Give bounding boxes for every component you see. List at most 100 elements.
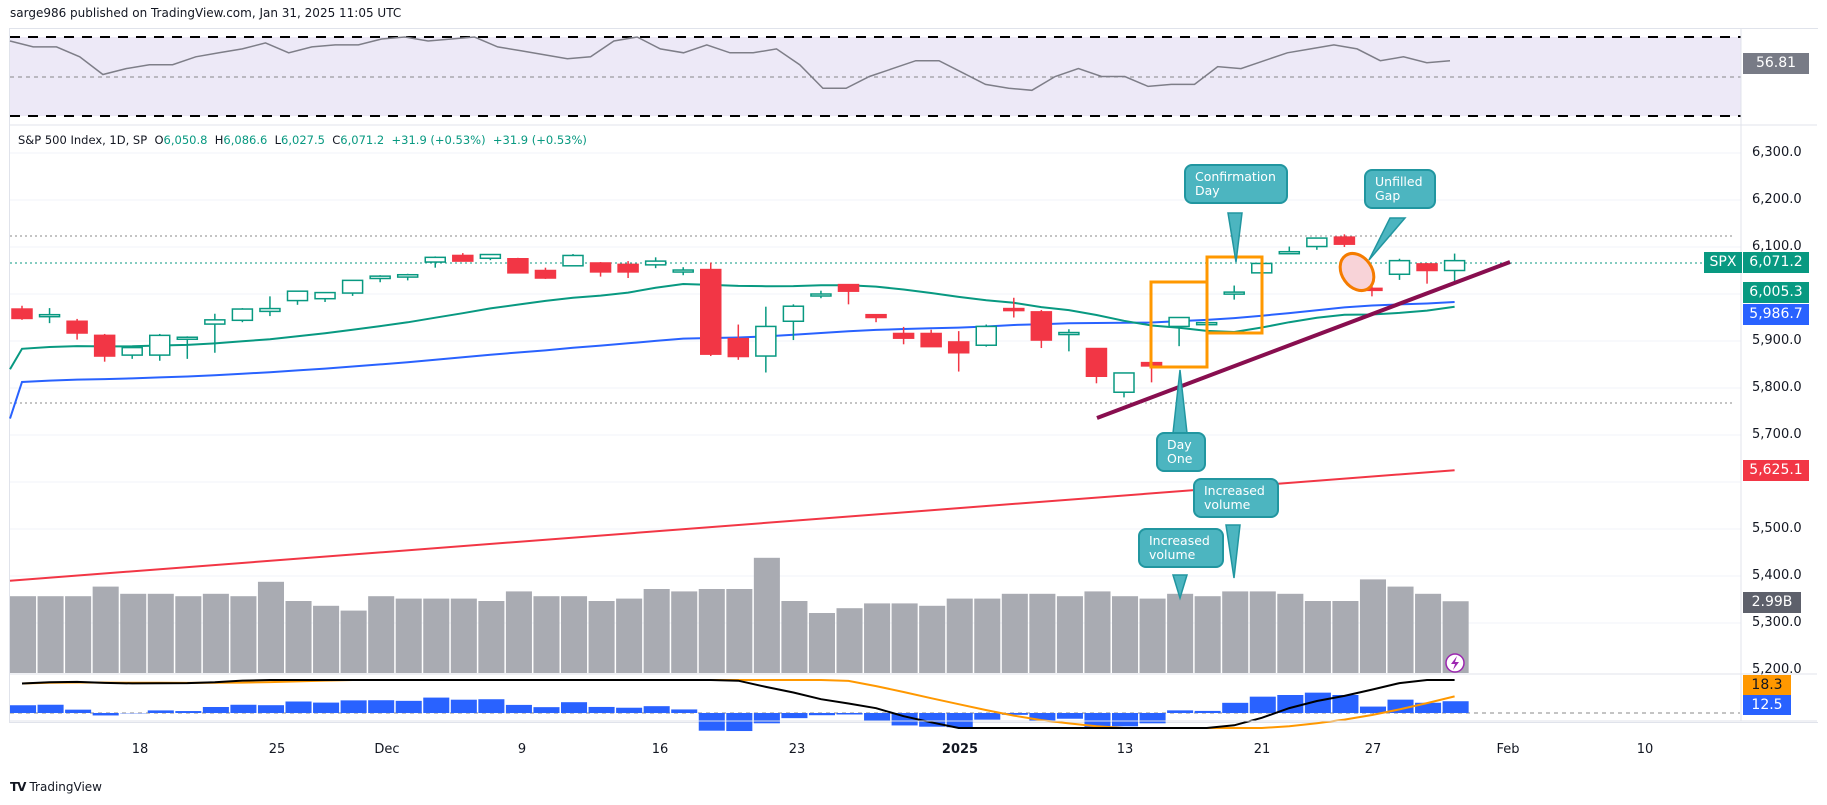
volume-bar <box>1387 586 1414 673</box>
candle-body <box>1416 263 1438 272</box>
volume-bar <box>974 598 1001 673</box>
volume-bar <box>808 613 835 673</box>
macd-histogram-bar <box>1167 710 1194 713</box>
last-price-tag: 6,071.2 <box>1743 252 1809 273</box>
candle-body <box>947 341 970 354</box>
rsi-line <box>9 36 1451 92</box>
macd-histogram-bar <box>671 709 698 713</box>
volume-bar <box>37 596 64 673</box>
x-tick-label: 13 <box>1116 742 1134 757</box>
candle <box>507 257 529 274</box>
candle <box>1306 237 1328 250</box>
candle-body <box>1085 347 1108 377</box>
brand-name: TradingView <box>29 780 102 794</box>
candle-body <box>66 320 88 334</box>
macd-histogram-bar <box>891 713 918 726</box>
macd-histogram-bar <box>313 702 340 713</box>
confirmation-day-callout[interactable]: Confirmation Day <box>1184 164 1288 204</box>
macd-histogram-bar <box>1112 713 1139 727</box>
unfilled-gap-callout[interactable]: Unfilled Gap <box>1364 169 1436 209</box>
macd-histogram-bar <box>285 701 312 713</box>
x-tick-label: 10 <box>1636 742 1654 757</box>
macd-histogram-bar <box>478 699 505 713</box>
x-tick-label: 23 <box>788 742 806 757</box>
candle-body <box>121 346 143 356</box>
candle-body <box>424 256 446 263</box>
candle-body <box>231 308 254 322</box>
candle <box>644 257 667 269</box>
trendline[interactable] <box>1096 260 1511 420</box>
macd-histogram-bar <box>1415 702 1442 713</box>
rsi-value-tag: 56.81 <box>1743 53 1809 74</box>
high-value: 6,086.6 <box>223 133 268 147</box>
volume-bar <box>1222 591 1249 673</box>
y-tick-label: 5,300.0 <box>1752 615 1802 630</box>
rsi-panel <box>9 36 1741 117</box>
lightning-event-icon[interactable] <box>1445 653 1465 673</box>
candle <box>1416 262 1438 284</box>
candle <box>755 306 777 373</box>
candle <box>396 273 419 281</box>
volume-bar <box>257 581 284 673</box>
change-value-2: +31.9 (+0.53%) <box>492 133 587 147</box>
increased-volume-callout-1[interactable]: Increased volume <box>1138 528 1224 568</box>
volume-callout-1-pointer <box>1171 574 1189 601</box>
volume-bar <box>864 603 891 673</box>
candle-body <box>204 319 226 325</box>
macd-histogram-bar <box>1001 713 1028 715</box>
candle <box>534 267 557 279</box>
day-one-callout[interactable]: Day One <box>1156 432 1206 472</box>
volume-bar <box>340 610 367 673</box>
candle <box>259 296 281 317</box>
candle <box>947 331 970 372</box>
candle-body <box>534 269 557 279</box>
macd-histogram-bar <box>1029 713 1056 722</box>
candle-body <box>865 313 887 319</box>
candle-body <box>617 263 639 273</box>
x-tick-label: 16 <box>651 742 669 757</box>
y-tick-label: 5,400.0 <box>1752 568 1802 583</box>
x-tick-label: 21 <box>1253 742 1271 757</box>
volume-bar <box>313 605 340 673</box>
candle <box>1113 372 1135 398</box>
macd-histogram-bar <box>1194 710 1221 713</box>
candle-body <box>369 275 391 280</box>
candle <box>121 345 143 359</box>
volume-bar <box>10 596 37 673</box>
volume-bar <box>1277 593 1304 673</box>
candle-body <box>782 305 805 323</box>
macd-histogram-bar <box>340 700 367 713</box>
candle <box>892 326 915 345</box>
candle-body <box>700 268 722 355</box>
candle-body <box>341 279 364 294</box>
volume-bar <box>588 601 615 673</box>
macd-histogram-bar <box>65 709 92 713</box>
candle-body <box>1333 236 1356 245</box>
candle <box>1058 329 1080 352</box>
increased-volume-callout-2[interactable]: Increased volume <box>1193 478 1279 518</box>
macd-histogram-bar <box>1277 694 1304 713</box>
candle <box>314 291 336 302</box>
candle-body <box>1223 291 1245 295</box>
low-value: 6,027.5 <box>281 133 325 147</box>
open-value: 6,050.8 <box>163 133 208 147</box>
volume-bar <box>643 589 670 673</box>
candle <box>1085 347 1108 384</box>
volume-bar <box>175 596 202 673</box>
volume-bar <box>450 598 477 673</box>
volume-bar <box>836 608 863 673</box>
candle <box>1030 309 1053 349</box>
macd-histogram-bar <box>588 706 615 713</box>
candle-body <box>810 293 832 297</box>
volume-bar <box>1084 591 1111 673</box>
gridlines <box>10 152 1741 624</box>
candle-body <box>1443 259 1466 272</box>
macd-histogram-bar <box>1332 694 1359 713</box>
candle <box>1333 234 1356 247</box>
volume-bar <box>202 593 229 673</box>
volume-bar <box>478 601 505 673</box>
candle-body <box>672 269 694 273</box>
x-tick-label: 9 <box>517 742 527 757</box>
candle-body <box>920 332 942 348</box>
